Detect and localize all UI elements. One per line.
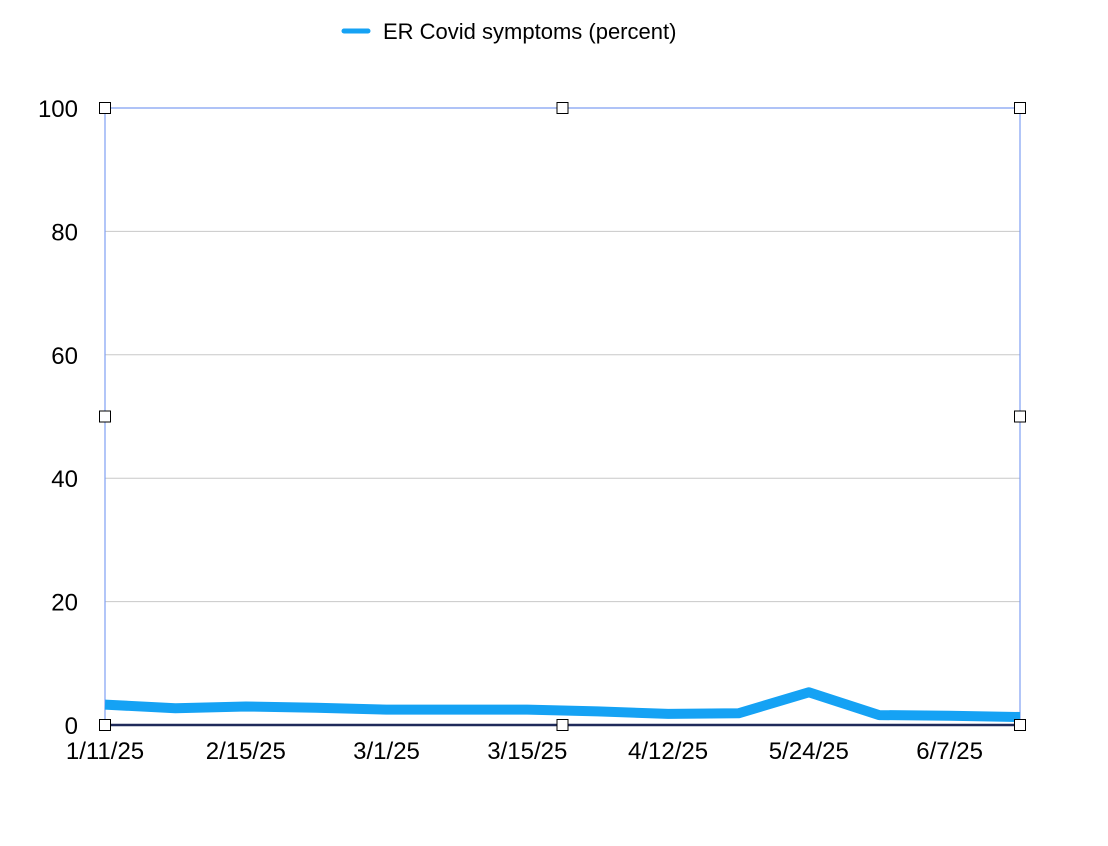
series-line (104, 687, 1021, 722)
y-tick-label: 0 (65, 713, 78, 740)
x-tick-label: 6/7/25 (916, 738, 983, 765)
y-tick-label: 20 (51, 590, 78, 617)
resize-handle[interactable] (1014, 719, 1026, 731)
x-tick-label: 3/1/25 (353, 738, 420, 765)
selection-frame[interactable] (104, 107, 1021, 725)
y-tick-label: 40 (51, 466, 78, 493)
x-tick-label: 1/11/25 (66, 738, 144, 765)
legend-label: ER Covid symptoms (percent) (383, 19, 676, 44)
x-tick-label: 5/24/25 (769, 738, 849, 765)
y-tick-label: 80 (51, 219, 78, 246)
resize-handle[interactable] (556, 102, 569, 114)
resize-handle[interactable] (1014, 410, 1026, 423)
gridlines (105, 107, 1020, 727)
resize-handle[interactable] (556, 719, 569, 731)
resize-handle[interactable] (99, 410, 111, 423)
x-tick-label: 4/12/25 (628, 738, 708, 765)
resize-handle[interactable] (99, 102, 111, 114)
resize-handle[interactable] (99, 719, 111, 731)
resize-handle[interactable] (1014, 102, 1026, 114)
y-tick-label: 60 (51, 343, 78, 370)
x-axis: 1/11/25 2/15/25 3/1/25 3/15/25 4/12/25 5/24/2… (66, 738, 983, 765)
legend: ER Covid symptoms (percent) (341, 19, 676, 44)
y-axis: 0 20 40 60 80 100 (38, 96, 78, 740)
x-tick-label: 2/15/25 (206, 738, 286, 765)
series-layer (99, 102, 1026, 731)
x-tick-label: 3/15/25 (487, 738, 567, 765)
y-tick-label: 100 (38, 96, 78, 123)
